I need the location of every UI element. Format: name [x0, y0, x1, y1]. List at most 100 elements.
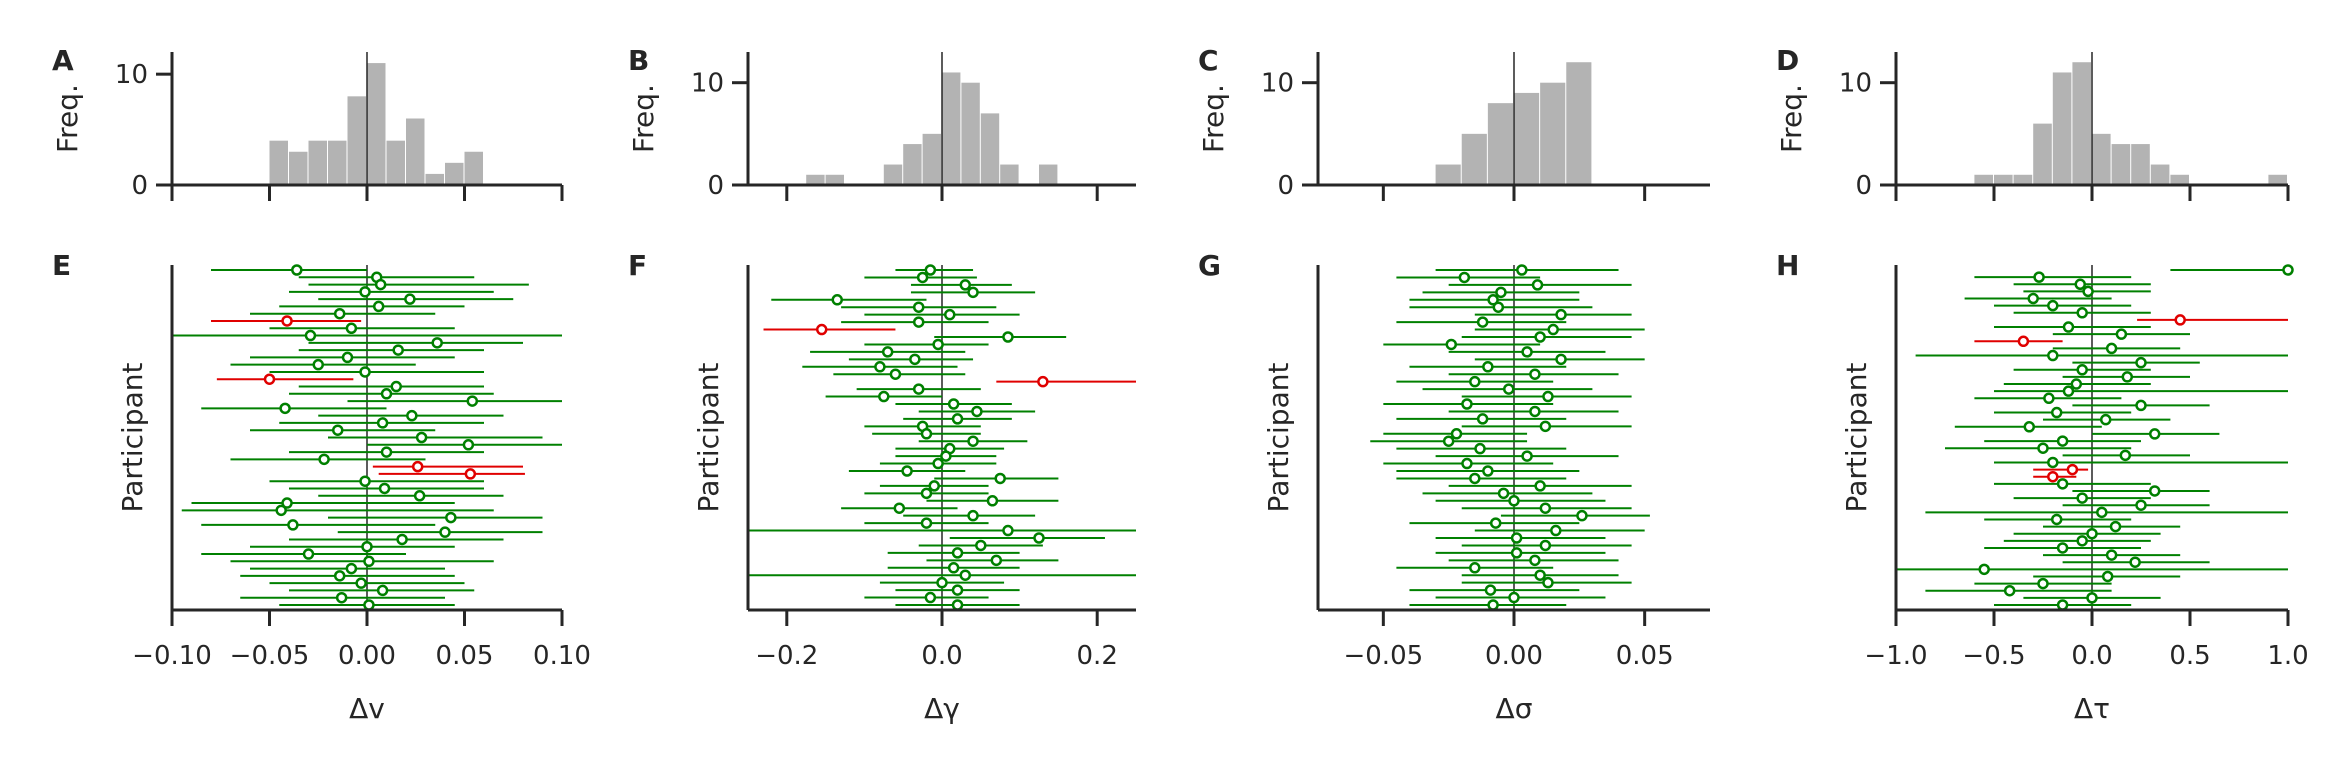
data-point	[2003, 584, 2016, 597]
x-tick-label: 0.0	[921, 641, 962, 671]
data-point	[920, 428, 933, 440]
histogram-bar	[406, 118, 425, 185]
data-point	[392, 344, 404, 356]
data-point	[445, 511, 457, 524]
histogram-bar	[825, 174, 844, 185]
y-axis-label: Participant	[692, 363, 725, 513]
data-point	[287, 519, 299, 531]
y-axis-label: Participant	[116, 363, 149, 513]
data-point	[2148, 485, 2161, 497]
histogram-bar	[2052, 72, 2072, 185]
data-point	[1442, 435, 1455, 447]
data-point	[893, 502, 906, 514]
panel-letter: A	[52, 44, 74, 77]
data-point	[951, 584, 964, 596]
data-point	[363, 599, 375, 611]
panel-letter: G	[1198, 249, 1221, 282]
y-tick-label: 10	[1261, 69, 1294, 99]
histogram-bar	[2033, 123, 2052, 185]
data-point	[2105, 549, 2118, 561]
data-point	[2062, 385, 2075, 397]
data-point	[1476, 316, 1489, 328]
data-point	[2056, 599, 2069, 611]
panel-letter: B	[628, 44, 649, 77]
data-point	[1978, 563, 1990, 576]
data-point	[1510, 532, 1523, 544]
histogram-bar	[425, 173, 444, 185]
histogram-bar	[2131, 144, 2150, 185]
data-point	[2023, 421, 2036, 433]
histogram-bar	[1461, 133, 1487, 185]
data-point	[372, 300, 385, 313]
data-point	[1469, 562, 1481, 574]
data-point	[439, 526, 451, 538]
data-point	[2076, 307, 2088, 319]
panel-a: A 0 10 Freq.	[51, 44, 564, 201]
y-axis-label: Freq.	[51, 84, 84, 153]
y-tick-label: 0	[1855, 171, 1872, 201]
data-point	[2119, 449, 2132, 462]
x-tick-label: 0.00	[338, 641, 396, 671]
data-point	[916, 271, 929, 284]
y-tick-label: 10	[1839, 69, 1872, 99]
data-point	[951, 599, 964, 611]
x-tick-label: 0.05	[436, 641, 494, 671]
data-point	[333, 570, 346, 582]
data-point	[279, 402, 291, 415]
x-tick-label: −0.10	[132, 641, 212, 671]
data-point	[2086, 592, 2098, 604]
data-point	[924, 264, 937, 276]
data-point	[967, 435, 979, 447]
x-tick-label: −0.05	[230, 641, 310, 671]
y-tick-label: 10	[691, 69, 724, 99]
data-point	[1489, 517, 1502, 529]
data-point	[380, 388, 393, 400]
data-point	[281, 315, 293, 327]
histogram-bar	[2268, 174, 2287, 185]
data-point	[1487, 294, 1499, 306]
histogram-bar	[289, 151, 308, 185]
data-point	[359, 475, 371, 487]
panels: A 0 10 Freq. B 0 10 Freq. C 0 10 Freq. D 0 10 Freq. E −0.…	[51, 44, 2309, 725]
panel-b: B 0 10 Freq.	[627, 44, 1136, 201]
histogram-bar	[1435, 164, 1461, 185]
data-point	[312, 358, 324, 371]
histogram-bar	[903, 144, 922, 185]
data-point	[2135, 399, 2147, 412]
data-point	[947, 398, 960, 410]
data-point	[1534, 480, 1546, 492]
histogram-bar	[1566, 62, 1592, 185]
data-point	[951, 413, 964, 425]
data-point	[2074, 278, 2086, 291]
data-point	[2047, 349, 2059, 362]
data-point	[2043, 392, 2055, 405]
data-point	[2096, 506, 2108, 519]
data-point	[1539, 539, 1552, 552]
data-point	[2017, 335, 2030, 348]
panel-d: D 0 10 Freq.	[1775, 44, 2290, 201]
data-point	[1482, 465, 1494, 477]
data-point	[359, 286, 371, 298]
data-point	[332, 424, 344, 436]
data-point	[2047, 470, 2059, 483]
data-point	[275, 504, 287, 517]
x-tick-label: 0.10	[533, 641, 591, 671]
data-point	[2033, 271, 2045, 283]
data-point	[912, 383, 925, 395]
x-tick-label: 0.00	[1485, 641, 1543, 671]
data-point	[1547, 323, 1559, 336]
data-point	[1450, 428, 1463, 440]
data-point	[1458, 271, 1471, 284]
data-point	[928, 480, 940, 492]
data-point	[1542, 576, 1554, 589]
data-point	[2086, 527, 2098, 540]
data-point	[2121, 371, 2134, 383]
data-point	[1503, 383, 1515, 395]
x-axis-label: Δv	[349, 692, 385, 725]
data-point	[967, 286, 979, 299]
panel-letter: F	[628, 249, 647, 282]
x-tick-label: 1.0	[2267, 641, 2308, 671]
histogram-bar	[2111, 144, 2131, 185]
data-point	[936, 576, 948, 589]
